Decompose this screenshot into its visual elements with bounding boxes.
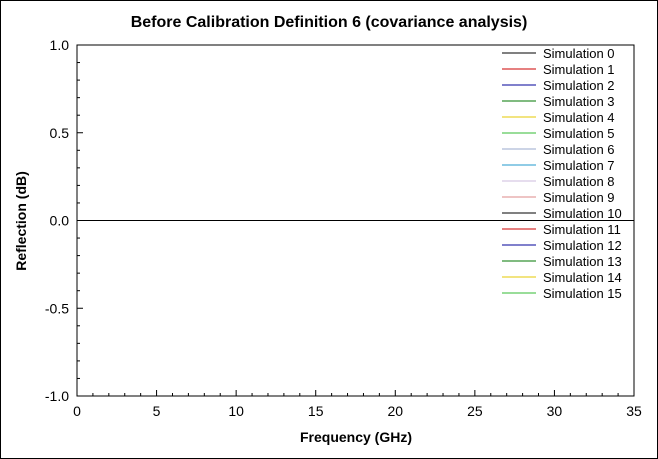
legend-label: Simulation 6 xyxy=(543,142,615,157)
chart-title: Before Calibration Definition 6 (covaria… xyxy=(131,14,528,31)
legend-label: Simulation 5 xyxy=(543,126,615,141)
legend-label: Simulation 2 xyxy=(543,78,615,93)
y-tick-label: 1.0 xyxy=(50,37,70,53)
legend-label: Simulation 3 xyxy=(543,94,615,109)
y-tick-label: -0.5 xyxy=(45,300,69,316)
legend-label: Simulation 9 xyxy=(543,190,615,205)
y-tick-label: -1.0 xyxy=(45,388,69,404)
y-axis: 1.0 0.5 0.0 -0.5 -1.0 xyxy=(45,37,83,404)
legend-label: Simulation 4 xyxy=(543,110,615,125)
legend-label: Simulation 1 xyxy=(543,62,615,77)
x-tick-label: 0 xyxy=(73,403,81,419)
legend-label: Simulation 7 xyxy=(543,158,615,173)
legend-label: Simulation 14 xyxy=(543,270,622,285)
x-tick-label: 25 xyxy=(467,403,483,419)
legend-label: Simulation 13 xyxy=(543,254,622,269)
legend-label: Simulation 12 xyxy=(543,238,622,253)
x-tick-label: 30 xyxy=(547,403,563,419)
legend-label: Simulation 0 xyxy=(543,46,615,61)
x-axis-label: Frequency (GHz) xyxy=(300,429,412,445)
x-tick-label: 35 xyxy=(626,403,642,419)
x-tick-label: 5 xyxy=(153,403,161,419)
legend-label: Simulation 15 xyxy=(543,286,622,301)
x-tick-label: 10 xyxy=(228,403,244,419)
y-axis-label: Reflection (dB) xyxy=(13,171,29,271)
y-tick-label: 0.0 xyxy=(50,213,70,229)
legend-label: Simulation 10 xyxy=(543,206,622,221)
legend-label: Simulation 11 xyxy=(543,222,621,237)
x-tick-label: 20 xyxy=(387,403,403,419)
y-tick-label: 0.5 xyxy=(50,125,70,141)
legend-label: Simulation 8 xyxy=(543,174,615,189)
x-axis: 0 5 10 15 20 25 30 35 xyxy=(73,390,642,419)
x-tick-label: 15 xyxy=(308,403,324,419)
